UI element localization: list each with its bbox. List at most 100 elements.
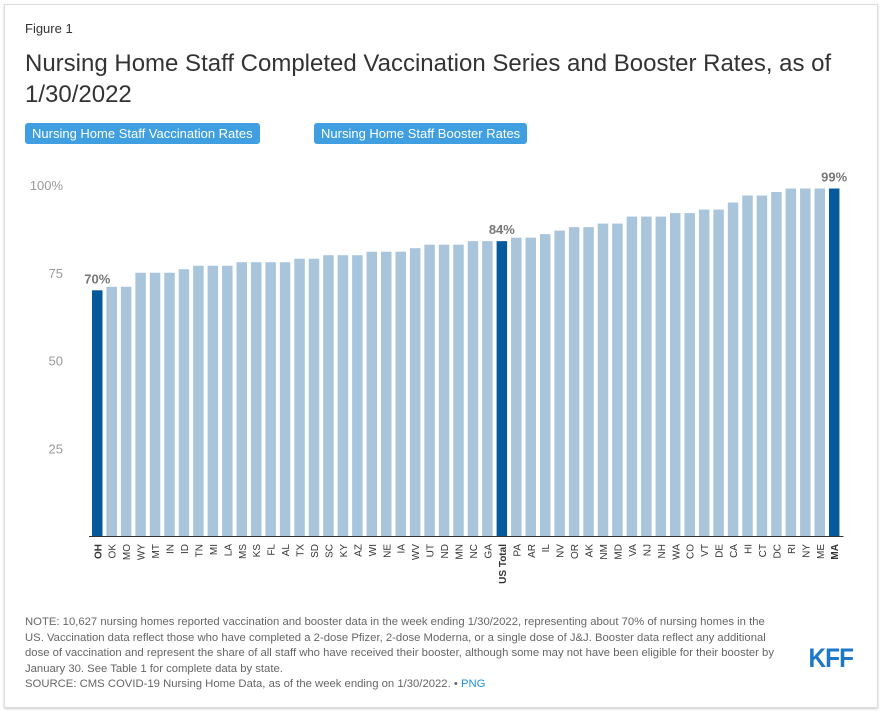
bar-az	[352, 255, 363, 536]
x-tick-label: CA	[729, 544, 740, 558]
bar-ms	[236, 262, 247, 536]
bar-de	[713, 209, 724, 536]
bar-nh	[655, 216, 667, 536]
x-tick-label: WA	[671, 544, 682, 560]
x-tick-label: CT	[758, 544, 769, 557]
x-tick-label: KY	[339, 544, 350, 558]
bar-nd	[438, 244, 450, 537]
bar-pa	[511, 237, 522, 536]
x-tick-label: NY	[801, 544, 812, 558]
bar-ma	[828, 188, 840, 536]
tab-vaccination-rates[interactable]: Nursing Home Staff Vaccination Rates	[25, 123, 260, 144]
bar-ca	[727, 202, 739, 537]
figure-label: Figure 1	[25, 21, 73, 36]
chart-title: Nursing Home Staff Completed Vaccination…	[25, 50, 832, 108]
x-tick-label: VT	[700, 544, 711, 557]
source-text: SOURCE: CMS COVID-19 Nursing Home Data, …	[25, 678, 458, 690]
x-tick-label: NV	[556, 544, 567, 558]
bar-nc	[467, 241, 479, 536]
x-tick-label: OH	[93, 544, 104, 559]
x-tick-label: HI	[744, 544, 755, 554]
bar-ok	[106, 286, 117, 536]
x-tick-label: MN	[455, 544, 466, 560]
bar-hi	[742, 195, 753, 536]
bar-ct	[756, 195, 768, 536]
bar-fl	[265, 262, 276, 536]
bar-mn	[453, 244, 464, 537]
bar-ia	[395, 251, 406, 536]
x-tick-label: MI	[209, 544, 220, 555]
x-tick-label: UT	[426, 544, 437, 557]
data-label: 84%	[489, 222, 515, 237]
x-tick-label: TN	[194, 544, 205, 557]
x-tick-label: RI	[787, 544, 798, 554]
bar-id	[178, 269, 190, 536]
x-tick-label: MD	[613, 544, 624, 560]
bar-ak	[583, 227, 594, 536]
x-tick-label: WI	[368, 544, 379, 556]
x-tick-label: MA	[830, 544, 841, 560]
chart-note: NOTE: 10,627 nursing homes reported vacc…	[25, 615, 785, 693]
data-label: 99%	[821, 170, 847, 185]
bar-dc	[771, 192, 782, 536]
bar-oh	[92, 290, 103, 536]
bar-ky	[337, 255, 349, 536]
bar-us-total	[496, 241, 508, 536]
bar-nv	[554, 230, 565, 536]
bar-wv	[409, 248, 421, 536]
x-tick-label: DC	[772, 544, 783, 558]
data-label: 70%	[84, 271, 110, 286]
bar-nm	[597, 223, 609, 537]
x-tick-label: ID	[180, 544, 191, 554]
bar-ny	[800, 188, 811, 536]
bar-vt	[698, 209, 710, 536]
bar-nj	[641, 216, 652, 536]
x-tick-label: US Total	[498, 544, 509, 584]
x-tick-label: MO	[122, 544, 133, 560]
bar-sd	[308, 258, 320, 536]
x-tick-label: NC	[469, 544, 480, 558]
y-tick-label: 50	[49, 354, 63, 369]
bar-al	[279, 262, 291, 536]
x-tick-label: AK	[585, 544, 596, 558]
bar-mt	[149, 272, 161, 536]
bar-ut	[424, 244, 435, 537]
x-tick-label: AL	[281, 544, 292, 557]
x-tick-label: WV	[411, 544, 422, 560]
bar-wi	[366, 251, 378, 536]
x-tick-label: ME	[816, 544, 827, 559]
x-tick-label: NH	[657, 544, 668, 558]
bar-tx	[294, 258, 305, 536]
x-tick-label: TX	[296, 544, 307, 557]
y-tick-label: 75	[49, 266, 63, 281]
x-tick-label: AR	[527, 544, 538, 558]
bar-sc	[323, 255, 334, 536]
note-text: NOTE: 10,627 nursing homes reported vacc…	[25, 616, 774, 675]
x-tick-label: SD	[310, 544, 321, 558]
x-tick-label: AZ	[353, 544, 364, 557]
bar-wa	[670, 213, 681, 536]
x-tick-label: GA	[483, 544, 494, 559]
bar-ri	[785, 188, 797, 536]
x-tick-label: IL	[541, 544, 552, 553]
bar-in	[164, 272, 175, 536]
bar-ar	[525, 237, 536, 536]
x-tick-label: VA	[628, 544, 639, 557]
bar-me	[814, 188, 825, 536]
x-tick-label: ND	[440, 544, 451, 558]
bar-ks	[250, 262, 262, 536]
x-tick-label: WY	[137, 544, 148, 560]
bar-va	[626, 216, 638, 536]
x-tick-label: FL	[267, 544, 278, 556]
tab-booster-rates[interactable]: Nursing Home Staff Booster Rates	[314, 123, 528, 144]
x-tick-label: PA	[512, 544, 523, 557]
bar-wy	[135, 272, 146, 536]
x-tick-label: MT	[151, 544, 162, 558]
x-tick-label: NJ	[642, 544, 653, 556]
bar-md	[612, 223, 623, 537]
kff-logo: KFF	[808, 643, 854, 673]
y-tick-label: 25	[49, 441, 63, 456]
png-link[interactable]: PNG	[460, 678, 486, 690]
x-tick-label: LA	[223, 544, 234, 557]
